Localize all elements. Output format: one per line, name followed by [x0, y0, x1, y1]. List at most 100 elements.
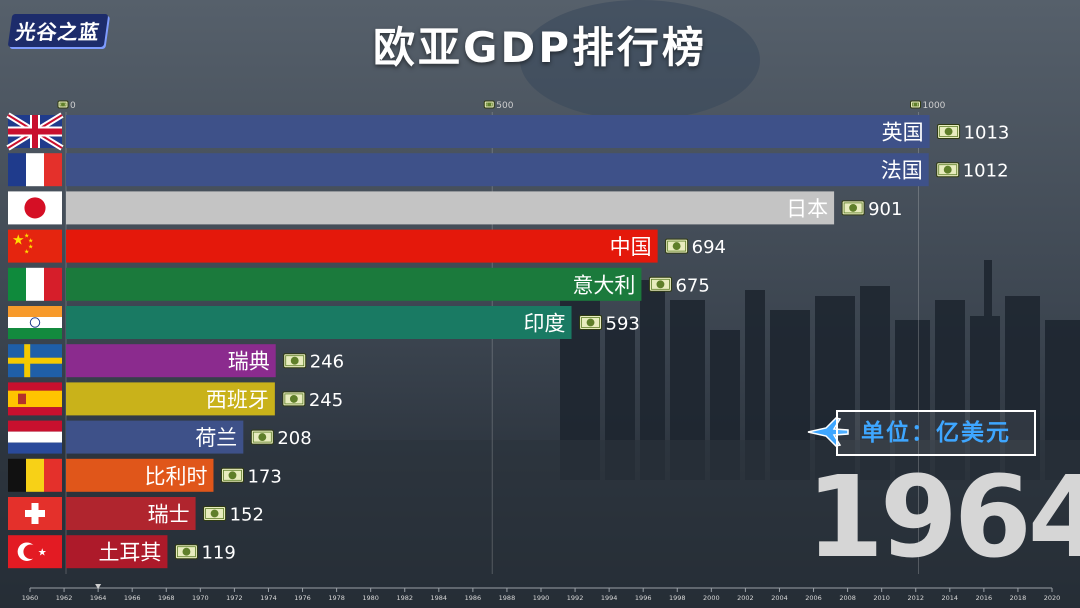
chart-title: 欧亚GDP排行榜: [372, 23, 708, 72]
bar-category-label: 比利时: [144, 464, 207, 488]
tick-money-icon: [57, 100, 69, 109]
timeline-tick-label: 1992: [567, 594, 584, 602]
sweden-flag: [8, 344, 62, 378]
money-icon: [174, 544, 198, 560]
timeline-tick-label: 2014: [942, 594, 959, 602]
timeline-tick-label: 1964: [90, 594, 107, 602]
china-flag: ★ ★★★★: [8, 229, 62, 263]
bar: [66, 267, 642, 301]
uk-flag: [6, 112, 64, 151]
france-flag: [8, 153, 62, 187]
timeline-tick-label: 2002: [737, 594, 754, 602]
x-tick-label: 500: [496, 101, 513, 111]
timeline-tick-label: 2012: [907, 594, 924, 602]
unit-label: 单位：亿美元: [836, 410, 1036, 456]
timeline-tick-label: 1996: [635, 594, 652, 602]
bar-value-label: 1013: [964, 123, 1010, 144]
bar-value-label: 246: [310, 352, 344, 373]
italy-flag: [8, 267, 62, 301]
timeline-tick-label: 2010: [873, 594, 890, 602]
bar-value-label: 1012: [963, 161, 1009, 182]
timeline-tick-label: 1988: [499, 594, 516, 602]
bar-value-label: 675: [675, 275, 709, 296]
money-icon: [937, 124, 961, 139]
switzerland-flag: [8, 497, 62, 530]
timeline-tick-label: 2000: [703, 594, 720, 602]
bar-value-label: 152: [230, 505, 264, 526]
bar-value-label: 208: [277, 428, 311, 449]
bar: [66, 382, 275, 416]
money-icon: [283, 353, 307, 369]
svg-text:★: ★: [24, 249, 29, 256]
timeline-tick-label: 2016: [976, 594, 993, 602]
money-icon: [220, 467, 244, 483]
timeline-tick-label: 1974: [260, 594, 277, 602]
bar-category-label: 英国: [882, 121, 924, 145]
bar-category-label: 荷兰: [195, 426, 237, 450]
timeline-tick-label: 1962: [56, 594, 73, 602]
money-icon: [250, 429, 274, 445]
timeline-tick-label: 2018: [1010, 594, 1027, 602]
svg-text:★: ★: [38, 548, 47, 559]
timeline-tick-label: 1976: [294, 594, 311, 602]
timeline-tick-label: 1966: [124, 594, 141, 602]
bar-value-label: 694: [692, 237, 726, 258]
year-display: 1964: [806, 453, 1080, 583]
money-icon: [648, 276, 672, 292]
bar: [66, 420, 244, 454]
bar-category-label: 瑞典: [228, 350, 270, 374]
timeline-tick-label: 2008: [839, 594, 856, 602]
timeline-tick-label: 1998: [669, 594, 686, 602]
bar: [66, 344, 276, 378]
timeline-tick-label: 1970: [192, 594, 209, 602]
timeline-tick-label: 2020: [1044, 594, 1061, 602]
svg-text:★: ★: [28, 238, 33, 245]
netherlands-flag: [8, 420, 62, 454]
money-icon: [841, 200, 865, 216]
bar: [66, 153, 929, 187]
bar-category-label: 意大利: [572, 273, 635, 297]
svg-text:★: ★: [24, 233, 29, 240]
bar-category-label: 法国: [881, 159, 923, 183]
bar: [66, 306, 572, 339]
timeline-tick-label: 1960: [22, 594, 39, 602]
bar-category-label: 日本: [786, 197, 828, 221]
bar: [66, 458, 214, 492]
tick-money-icon: [483, 100, 495, 109]
money-icon: [579, 315, 603, 330]
timeline-tick-label: 1986: [465, 594, 482, 602]
bar: [66, 191, 835, 225]
india-flag: [8, 306, 62, 339]
timeline-marker: [95, 584, 102, 589]
money-icon: [282, 391, 306, 407]
bar-value-label: 173: [247, 466, 281, 487]
timeline-tick-label: 1984: [431, 594, 448, 602]
timeline-tick-label: 2006: [805, 594, 822, 602]
bar-value-label: 901: [868, 199, 902, 220]
money-icon: [936, 162, 960, 178]
bar-category-label: 瑞士: [148, 503, 190, 527]
svg-text:★: ★: [28, 244, 33, 251]
svg-text:★: ★: [12, 233, 25, 249]
belgium-flag: [8, 458, 62, 492]
x-tick-label: 0: [70, 101, 76, 111]
airplane-icon: [807, 417, 849, 447]
money-icon: [665, 238, 689, 254]
timeline-tick-label: 2004: [771, 594, 788, 602]
bar-value-label: 119: [201, 543, 235, 564]
money-icon: [203, 506, 227, 521]
timeline-tick-label: 1994: [601, 594, 618, 602]
japan-flag: [8, 191, 62, 225]
bar: [66, 229, 658, 263]
spain-flag: [8, 382, 62, 416]
bar: [66, 535, 168, 569]
timeline-tick-label: 1980: [362, 594, 379, 602]
tick-money-icon: [910, 100, 921, 109]
bar-value-label: 593: [606, 314, 640, 335]
bar-category-label: 土耳其: [98, 541, 161, 565]
bar-category-label: 印度: [524, 312, 566, 336]
timeline-tick-label: 1982: [396, 594, 413, 602]
timeline-tick-label: 1972: [226, 594, 243, 602]
bar-category-label: 中国: [610, 235, 652, 259]
